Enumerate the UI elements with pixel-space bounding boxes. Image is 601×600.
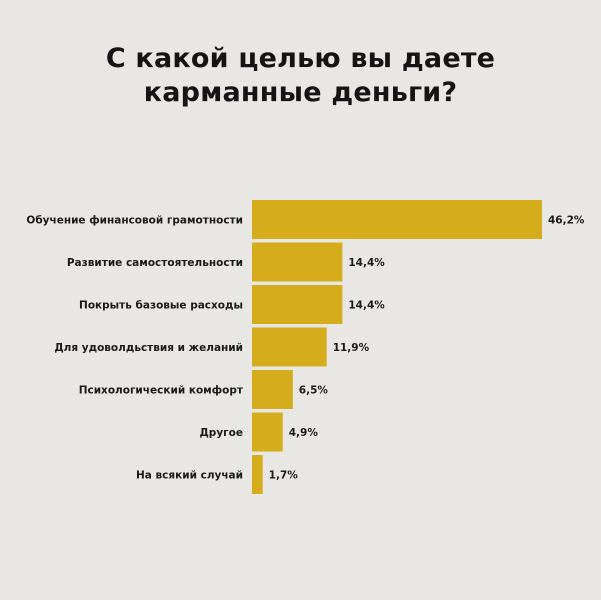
chart-title-line-1: С какой целью вы даете (105, 43, 496, 74)
value-label: 46,2% (548, 215, 585, 227)
category-label: Другое (199, 427, 243, 439)
value-label: 1,7% (269, 470, 299, 482)
bar-row: На всякий случай 1,7% (136, 455, 298, 494)
category-label: На всякий случай (136, 470, 243, 482)
category-label: Покрыть базовые расходы (79, 300, 243, 312)
bar (252, 327, 327, 367)
category-label: Психологический комфорт (79, 385, 244, 397)
value-label: 4,9% (289, 427, 319, 439)
value-label: 14,4% (348, 257, 385, 269)
category-label: Для удоволдьствия и желаний (54, 342, 243, 354)
bar-row: Обучение финансовой грамотности 46,2% (26, 200, 585, 239)
bar (252, 455, 263, 494)
bar-row: Покрыть базовые расходы 14,4% (79, 285, 385, 324)
bar (252, 242, 343, 282)
value-label: 14,4% (348, 300, 385, 312)
bar-row: Для удоволдьствия и желаний 11,9% (54, 327, 370, 367)
value-label: 11,9% (333, 342, 370, 354)
bar-row: Психологический комфорт 6,5% (79, 370, 329, 409)
bar (252, 412, 283, 452)
chart-title: С какой целью вы даете карманные деньги? (0, 42, 601, 110)
category-label: Развитие самостоятельности (67, 257, 243, 269)
bar (252, 200, 542, 239)
bar (252, 285, 343, 324)
bar (252, 370, 293, 409)
bar-row: Другое 4,9% (199, 412, 319, 452)
category-label: Обучение финансовой грамотности (26, 215, 243, 227)
value-label: 6,5% (299, 385, 329, 397)
bar-row: Развитие самостоятельности 14,4% (67, 242, 385, 282)
chart-title-line-2: карманные деньги? (143, 77, 458, 108)
